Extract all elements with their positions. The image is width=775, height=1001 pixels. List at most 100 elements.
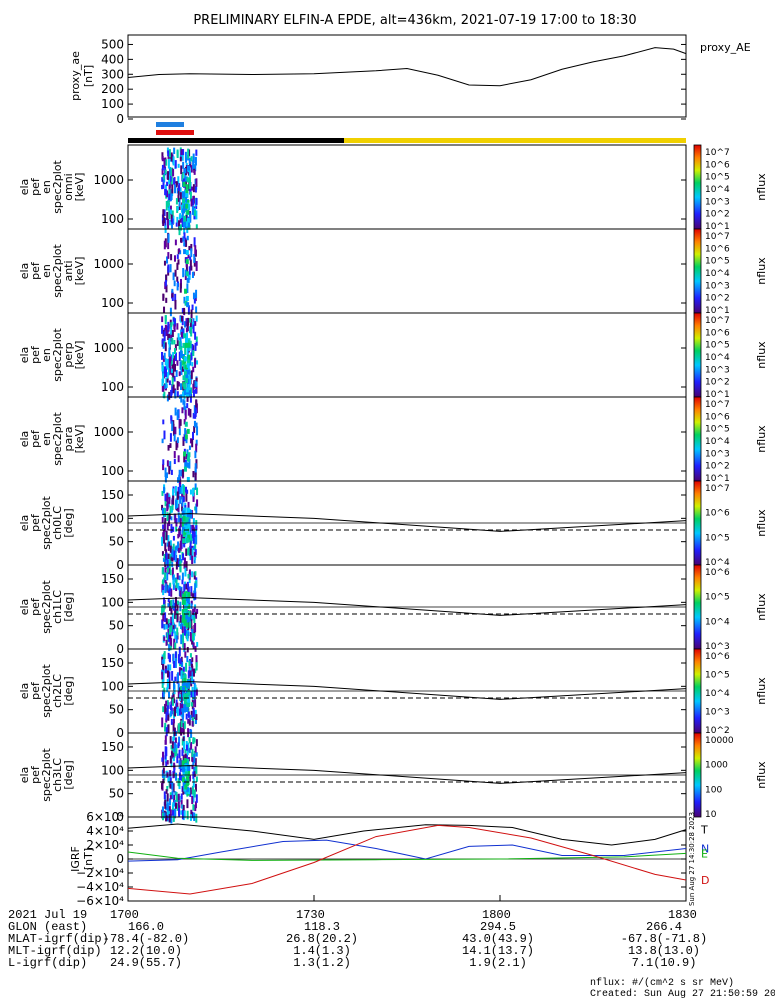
spectrogram-cell — [187, 305, 190, 315]
spectrogram-core — [181, 191, 185, 197]
spectrogram-cell — [179, 217, 182, 223]
spectrogram-core — [186, 302, 190, 308]
spectrogram-cell — [162, 767, 165, 774]
spectrogram-core — [185, 193, 189, 199]
spectrogram-cell — [181, 669, 184, 677]
spectrogram-cell — [181, 804, 184, 809]
spectrogram-cell — [172, 619, 175, 626]
ylabel-line: en — [40, 348, 53, 362]
panels: proxy_ae [nT]5004003002001000proxy_AEelap… — [18, 34, 768, 908]
spectrogram-cell — [171, 184, 174, 194]
spectrogram-cell — [171, 613, 174, 623]
ylabel-line: IGRF — [69, 846, 82, 872]
ytick-label: 0 — [116, 726, 124, 740]
spectrogram-cell — [165, 727, 168, 737]
spectrogram-cell — [162, 675, 165, 685]
spectrogram-cell — [193, 607, 196, 613]
spectrogram-core — [183, 518, 187, 524]
spectrogram-cell — [166, 811, 169, 821]
spectrogram-cell — [194, 554, 197, 561]
spectrogram-cell — [194, 614, 197, 619]
spectrogram-cell — [175, 748, 178, 756]
spectrogram-cell — [172, 384, 175, 394]
spectrogram-cell — [165, 789, 168, 794]
colorbar-tick: 10^6 — [705, 568, 730, 578]
spectrogram-cell — [180, 315, 183, 322]
spectrogram-cell — [177, 559, 180, 568]
spectrogram-core — [183, 704, 187, 710]
spectrogram-cell — [176, 187, 179, 194]
spectrogram-cell — [190, 387, 193, 397]
spectrogram-cell — [191, 665, 194, 675]
spectrogram-cell — [188, 376, 191, 386]
spectrogram-core — [182, 682, 186, 688]
spectrogram-cell — [176, 613, 179, 621]
igrf-E-line — [127, 851, 687, 861]
spectrogram-cell — [186, 393, 189, 402]
spectrogram-cell — [173, 147, 176, 154]
spectrogram-cell — [170, 516, 173, 521]
ylabel-line: ela — [18, 179, 31, 196]
spectrogram-cell — [162, 463, 165, 471]
spectrogram-core — [182, 612, 186, 618]
spectrogram-cell — [166, 542, 169, 547]
spectrogram-cell — [164, 280, 167, 287]
footer-value: 1.3(1.2) — [293, 956, 351, 970]
spectrogram-cell — [173, 178, 176, 185]
spectrogram-cell — [195, 224, 198, 229]
spectrogram-cell — [162, 590, 165, 596]
spectrogram-cell — [191, 628, 194, 634]
spectrogram-cell — [167, 171, 170, 180]
footer-value: 24.9(55.7) — [110, 956, 183, 970]
spectrogram-cell — [167, 444, 170, 451]
spectrogram-cell — [189, 180, 192, 190]
spectrogram-cell — [188, 737, 191, 742]
spectrogram-cell — [169, 189, 172, 198]
spectrogram-cell — [191, 547, 194, 556]
colorbar-tick: 10^2 — [705, 294, 730, 304]
spectrogram-cell — [176, 499, 179, 508]
spectrogram-cell — [195, 315, 198, 322]
ytick-label: −4×10⁴ — [76, 880, 124, 894]
spectrogram-cell — [162, 759, 165, 766]
spectrogram-cell — [175, 222, 178, 227]
spectrogram-cell — [182, 149, 185, 156]
spectrogram-cell — [162, 294, 165, 299]
spectrogram-cell — [177, 582, 180, 590]
spectrogram-cell — [185, 239, 188, 247]
spectrogram-cell — [162, 343, 165, 349]
spectrogram-cell — [172, 272, 175, 281]
spectrogram-cell — [192, 690, 195, 701]
spectrogram-cell — [167, 200, 170, 206]
spectrogram-cell — [173, 255, 176, 262]
ytick-label: 6×10⁴ — [86, 810, 124, 824]
spectrogram-cell — [192, 608, 195, 616]
spectrogram-cell — [181, 211, 184, 218]
spectrogram-cell — [165, 326, 168, 337]
spectrogram-cell — [182, 469, 185, 477]
spectrogram-cell — [170, 152, 173, 162]
footer-value: -78.4(-82.0) — [102, 932, 190, 946]
spectrogram-cell — [191, 304, 194, 311]
ytick-label: 100 — [101, 679, 124, 693]
ylabel-line: spec2plot — [51, 160, 64, 214]
spectrogram-cell — [177, 541, 180, 552]
spectrogram-cell — [164, 558, 167, 568]
ylabel-line: spec2plot — [40, 748, 53, 802]
spectrogram-cell — [168, 589, 171, 597]
spectrogram-cell — [194, 472, 197, 481]
spectrogram-cell — [167, 158, 170, 169]
spectrogram-cell — [181, 529, 184, 534]
spectrogram-cell — [187, 670, 190, 679]
spectrogram-cell — [176, 672, 179, 683]
ytick-label: 400 — [101, 52, 124, 66]
spectrogram-cell — [171, 790, 174, 800]
spectrogram-cell — [163, 812, 166, 819]
spectrogram-cell — [176, 702, 179, 707]
spectrogram-cell — [177, 691, 180, 698]
spectrogram-cell — [193, 253, 196, 263]
spectrogram-cell — [163, 486, 166, 494]
spectrogram-cell — [188, 170, 191, 177]
